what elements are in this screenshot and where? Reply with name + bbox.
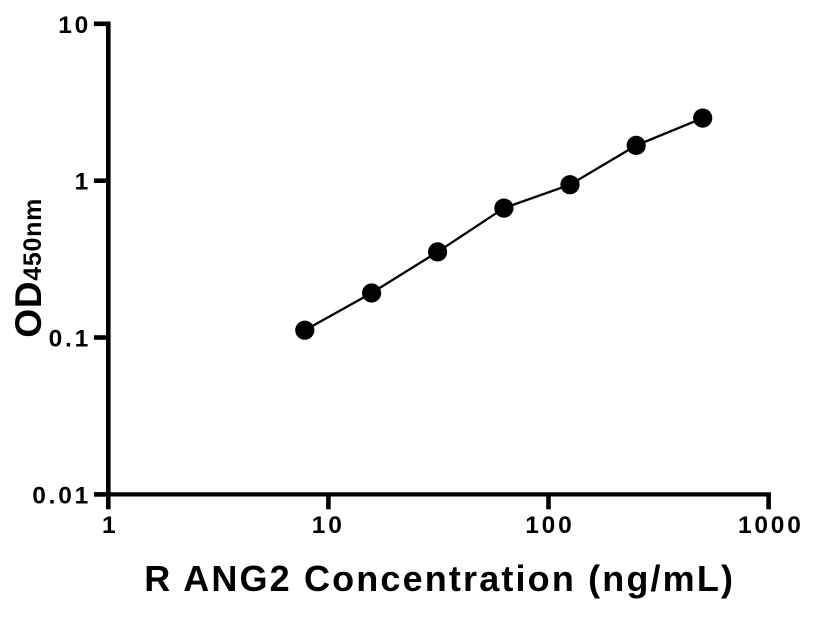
svg-text:10: 10 [58,12,91,39]
svg-text:1000: 1000 [738,512,804,539]
svg-text:10: 10 [312,512,345,539]
svg-text:R ANG2 Concentration (ng/mL): R ANG2 Concentration (ng/mL) [144,558,735,599]
svg-text:0.1: 0.1 [49,326,91,353]
svg-text:1: 1 [75,169,91,196]
svg-text:1: 1 [102,512,118,539]
svg-text:0.01: 0.01 [32,482,91,509]
svg-text:100: 100 [525,512,574,539]
